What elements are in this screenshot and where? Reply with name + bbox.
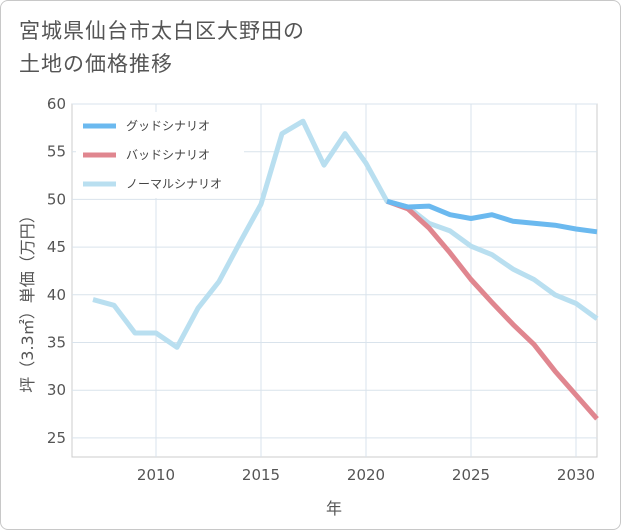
y-tick-label: 25 (47, 429, 66, 447)
legend-label-0: グッドシナリオ (126, 119, 210, 133)
y-tick-label: 50 (47, 190, 66, 208)
x-tick-label: 2025 (452, 466, 490, 484)
x-tick-label: 2020 (347, 466, 385, 484)
x-tick-label: 2010 (137, 466, 175, 484)
x-tick-label: 2015 (242, 466, 280, 484)
series-line-1 (386, 198, 599, 421)
x-axis-label: 年 (326, 499, 342, 518)
chart-title-line-2: 土地の価格推移 (19, 52, 173, 76)
series-line-0 (386, 198, 598, 235)
legend-label-2: ノーマルシナリオ (126, 177, 222, 191)
chart-title-line-1: 宮城県仙台市太白区大野田の (19, 19, 305, 43)
y-tick-label: 55 (47, 143, 66, 161)
y-tick-label: 60 (47, 95, 66, 113)
x-tick-label: 2030 (557, 466, 595, 484)
x-tick-labels: 2010 2015 2020 2025 2030 (137, 466, 595, 484)
y-tick-label: 40 (47, 286, 66, 304)
chart-title: 宮城県仙台市太白区大野田の 土地の価格推移 (19, 15, 305, 81)
legend-label-1: バッドシナリオ (126, 148, 210, 162)
series-lines (92, 118, 599, 421)
series-line-2 (92, 118, 599, 350)
y-tick-label: 45 (47, 238, 66, 256)
y-axis-label: 坪（3.3㎡）単価（万円） (18, 207, 37, 392)
y-tick-labels: 25 30 35 40 45 50 55 60 (47, 95, 66, 447)
y-tick-label: 35 (47, 334, 66, 352)
y-tick-label: 30 (47, 381, 66, 399)
